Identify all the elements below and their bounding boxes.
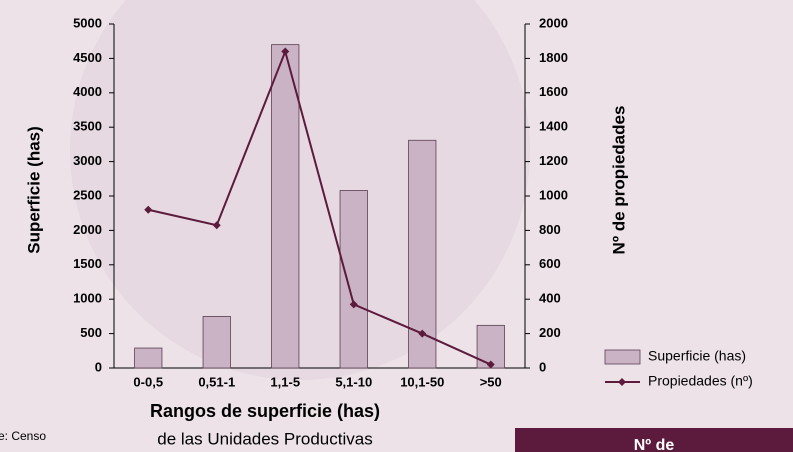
info-box-label: Nº de [634, 437, 675, 452]
y2-tick-label: 600 [539, 256, 561, 271]
legend-marker [618, 378, 626, 386]
y-tick-label: 3000 [73, 153, 102, 168]
y2-tick-label: 2000 [539, 15, 568, 30]
legend-swatch [604, 349, 641, 365]
point [281, 47, 290, 56]
x-tick-label: >50 [480, 374, 502, 389]
x-tick-label: 5,1-10 [335, 374, 372, 389]
y2-tick-label: 1200 [539, 153, 568, 168]
bar [271, 44, 300, 369]
y-tick-label: 0 [95, 359, 102, 374]
x-axis-title: Rangos de superficie (has) [150, 401, 380, 421]
x-tick-label: 0-0,5 [133, 374, 163, 389]
y-axis-title: Superficie (has) [24, 126, 43, 254]
bar [339, 190, 368, 369]
point [349, 300, 358, 309]
subtitle: de las Unidades Productivas [157, 429, 372, 448]
x-tick-label: 1,1-5 [270, 374, 300, 389]
line [148, 48, 492, 366]
y-tick-label: 4000 [73, 84, 102, 99]
legend-label: Propiedades (nº) [648, 373, 753, 389]
y-tick-label: 1500 [73, 256, 102, 271]
point [486, 360, 495, 369]
y2-tick-label: 200 [539, 325, 561, 340]
y2-tick-label: 800 [539, 222, 561, 237]
bar [202, 315, 231, 369]
legend-label: Superficie (has) [648, 348, 746, 364]
y-tick-label: 2500 [73, 187, 102, 202]
y2-tick-label: 400 [539, 291, 561, 306]
point [144, 205, 153, 214]
x-tick-label: 0,51-1 [198, 374, 235, 389]
y-tick-label: 4500 [73, 50, 102, 65]
point [418, 329, 427, 338]
y2-axis-title: Nº de propiedades [609, 106, 628, 255]
point [212, 221, 221, 230]
y2-tick-label: 1600 [539, 84, 568, 99]
y-tick-label: 3500 [73, 119, 102, 134]
y2-tick-label: 1000 [539, 187, 568, 202]
y-tick-label: 2000 [73, 222, 102, 237]
y2-tick-label: 1800 [539, 50, 568, 65]
x-tick-label: 10,1-50 [400, 374, 444, 389]
source-note: e: Censo [0, 429, 46, 443]
bar [134, 347, 163, 369]
y-tick-label: 500 [80, 325, 102, 340]
y2-tick-label: 0 [539, 359, 546, 374]
y2-tick-label: 1400 [539, 119, 568, 134]
y-tick-label: 5000 [73, 15, 102, 30]
info-box [515, 428, 793, 452]
y-tick-label: 1000 [73, 291, 102, 306]
